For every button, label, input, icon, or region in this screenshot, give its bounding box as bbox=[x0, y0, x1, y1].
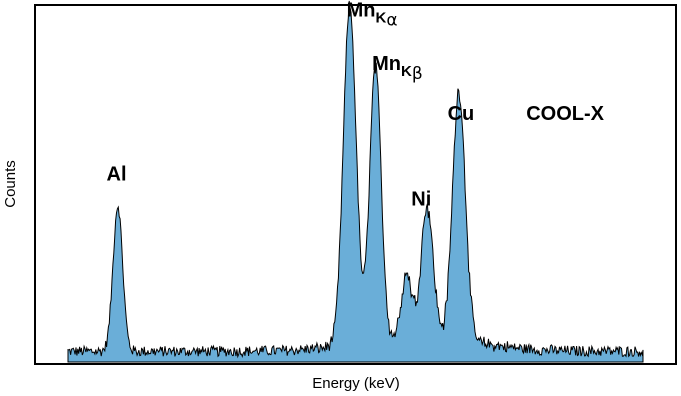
peak-label-mnkb: MnKβ bbox=[372, 53, 423, 84]
peak-label-ni: Ni bbox=[411, 188, 431, 210]
peak-labels: Al MnKα MnKβ Ni Cu COOL-X bbox=[107, 0, 605, 210]
plot-area bbox=[67, 0, 644, 363]
peak-label-coolx: COOL-X bbox=[526, 103, 604, 125]
x-axis-label: Energy (keV) bbox=[312, 375, 400, 392]
y-axis-label: Counts bbox=[2, 160, 19, 208]
peak-label-mnka: MnKα bbox=[347, 0, 398, 31]
peak-label-al: Al bbox=[107, 163, 127, 185]
peak-label-cu: Cu bbox=[448, 103, 475, 125]
plot-frame bbox=[34, 4, 677, 365]
spectrum-area bbox=[67, 0, 644, 363]
